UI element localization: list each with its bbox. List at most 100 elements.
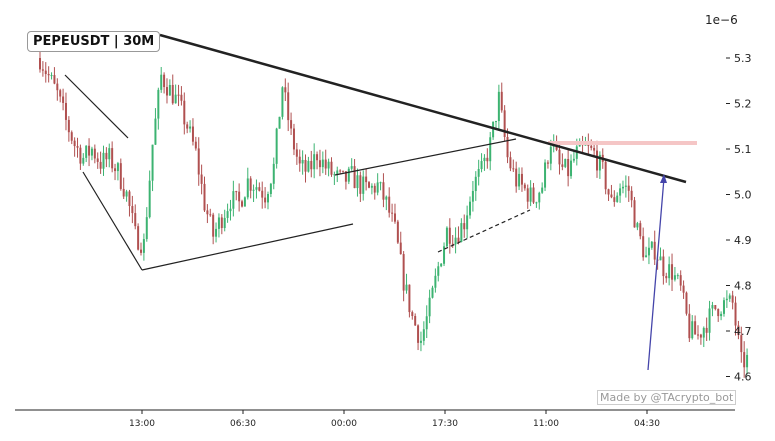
candle-body bbox=[189, 126, 192, 129]
candle-body bbox=[232, 191, 235, 209]
candle-body bbox=[131, 206, 134, 214]
candle-body bbox=[399, 242, 402, 255]
candle-body bbox=[157, 89, 160, 119]
candle-body bbox=[728, 295, 731, 299]
candle-body bbox=[647, 247, 650, 256]
candle-body bbox=[114, 168, 117, 172]
candle-body bbox=[722, 300, 725, 314]
candle-body bbox=[731, 295, 734, 303]
candle-body bbox=[616, 195, 619, 202]
candle-body bbox=[494, 121, 497, 123]
candle-body bbox=[544, 162, 547, 188]
candle-body bbox=[64, 102, 67, 120]
candle-body bbox=[284, 87, 287, 93]
candle-body bbox=[405, 284, 408, 291]
candle-body bbox=[694, 321, 697, 335]
candle-body bbox=[570, 160, 573, 177]
candle-body bbox=[310, 160, 313, 170]
candle-body bbox=[431, 287, 434, 298]
candle-body bbox=[471, 191, 474, 202]
candle-body bbox=[70, 132, 73, 141]
y-tick-label: 5.2 bbox=[734, 98, 752, 111]
candle-body bbox=[171, 84, 174, 104]
candle-body bbox=[229, 208, 232, 212]
candle-body bbox=[451, 243, 454, 245]
candle-body bbox=[301, 159, 304, 164]
candle-body bbox=[460, 223, 463, 243]
candle-body bbox=[379, 182, 382, 184]
candle-body bbox=[137, 226, 140, 250]
candle-body bbox=[385, 196, 388, 200]
candle-body bbox=[665, 276, 668, 279]
candle-body bbox=[520, 173, 523, 185]
candle-body bbox=[353, 166, 356, 189]
candle-body bbox=[290, 120, 293, 129]
candle-body bbox=[275, 128, 278, 164]
candle-body bbox=[526, 188, 529, 202]
candle-body bbox=[200, 174, 203, 184]
candle-body bbox=[567, 158, 570, 177]
candle-body bbox=[391, 212, 394, 214]
candle-body bbox=[209, 214, 212, 216]
candle-body bbox=[67, 119, 70, 133]
candle-body bbox=[624, 185, 627, 187]
candle-body bbox=[307, 160, 310, 172]
candle-body bbox=[261, 190, 264, 198]
candle-body bbox=[339, 170, 342, 172]
candle-body bbox=[194, 141, 197, 149]
candle-body bbox=[691, 321, 694, 339]
candle-body bbox=[368, 182, 371, 188]
candle-body bbox=[457, 237, 460, 243]
candle-body bbox=[327, 161, 330, 169]
candle-body bbox=[466, 215, 469, 230]
candle-body bbox=[411, 312, 414, 316]
candle-body bbox=[428, 297, 431, 317]
candle-body bbox=[483, 157, 486, 162]
candle-body bbox=[671, 264, 674, 280]
candle-body bbox=[258, 187, 261, 191]
candle-body bbox=[177, 94, 180, 96]
candle-body bbox=[278, 116, 281, 129]
candle-body bbox=[621, 186, 624, 189]
candle-body bbox=[241, 201, 244, 207]
candle-body bbox=[206, 210, 209, 215]
candle-body bbox=[50, 75, 53, 77]
candle-body bbox=[676, 275, 679, 277]
candle-body bbox=[359, 175, 362, 194]
candle-body bbox=[148, 180, 151, 218]
x-tick-label: 06:30 bbox=[230, 419, 256, 429]
candle-body bbox=[489, 137, 492, 162]
candle-body bbox=[448, 227, 451, 244]
candle-body bbox=[414, 315, 417, 326]
candle-body bbox=[82, 157, 85, 164]
candle-body bbox=[523, 184, 526, 189]
candle-body bbox=[437, 266, 440, 276]
dashed-trendline bbox=[437, 209, 531, 253]
candle-body bbox=[105, 152, 108, 160]
candle-body bbox=[111, 148, 114, 169]
candle-body bbox=[419, 340, 422, 343]
candle-body bbox=[142, 239, 145, 253]
candle-body bbox=[287, 92, 290, 121]
candle-body bbox=[272, 163, 275, 184]
candle-body bbox=[515, 168, 518, 187]
candle-body bbox=[223, 217, 226, 229]
candle-body bbox=[659, 256, 662, 261]
candle-body bbox=[88, 145, 91, 156]
candle-body bbox=[362, 176, 365, 194]
candle-body bbox=[316, 154, 319, 161]
y-multiplier-label: 1e−6 bbox=[705, 13, 738, 27]
candle-body bbox=[642, 236, 645, 258]
candle-body bbox=[463, 223, 466, 230]
candle-body bbox=[673, 275, 676, 280]
candle-body bbox=[39, 58, 41, 70]
candle-body bbox=[90, 148, 93, 156]
candle-body bbox=[356, 175, 359, 189]
candle-body bbox=[56, 83, 59, 91]
candle-body bbox=[174, 94, 177, 104]
arrow-head bbox=[660, 174, 667, 183]
candle-body bbox=[564, 158, 567, 167]
pattern-trendline bbox=[64, 74, 129, 139]
candle-body bbox=[518, 173, 521, 187]
